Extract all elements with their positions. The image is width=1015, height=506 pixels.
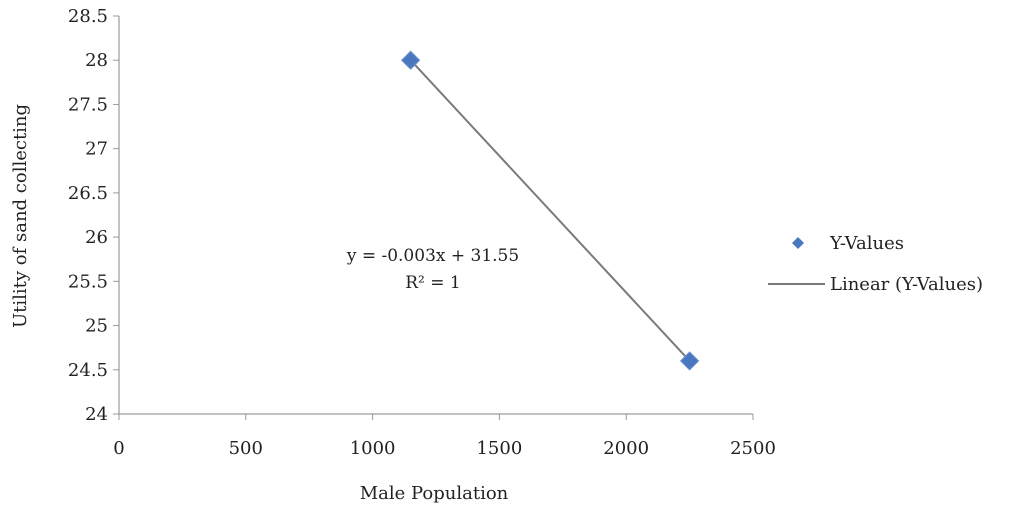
y-axis-label: Utility of sand collecting <box>10 104 31 328</box>
legend-diamond-marker <box>792 237 804 249</box>
x-tick-label: 2000 <box>603 438 649 459</box>
y-tick-label: 28.5 <box>68 6 108 27</box>
x-tick-label: 2500 <box>730 438 776 459</box>
y-tick-label: 24 <box>85 404 108 425</box>
x-tick-label: 0 <box>113 438 124 459</box>
y-axis: 24 24.5 25 25.5 26 26.5 27 27.5 28 28.5 <box>68 6 120 425</box>
y-tick-label: 28 <box>85 50 108 71</box>
trendline-equation: y = -0.003x + 31.55 <box>346 246 519 266</box>
data-point <box>679 351 700 371</box>
y-tick-label: 26 <box>85 227 108 248</box>
y-tick-label: 25 <box>85 316 108 337</box>
x-axis-label: Male Population <box>360 483 509 504</box>
legend-series-label: Y-Values <box>829 233 904 254</box>
data-point <box>400 50 421 70</box>
plot-area <box>400 50 700 371</box>
trendline <box>409 59 691 362</box>
y-tick-label: 25.5 <box>68 271 108 292</box>
x-tick-label: 500 <box>229 438 263 459</box>
legend: Y-Values Linear (Y-Values) <box>768 233 983 295</box>
y-tick-label: 24.5 <box>68 360 108 381</box>
x-tick-label: 1000 <box>350 438 396 459</box>
y-tick-label: 27 <box>85 139 108 160</box>
y-tick-label: 26.5 <box>68 183 108 204</box>
trendline-r-squared: R² = 1 <box>405 273 460 293</box>
x-axis: 0 500 1000 1500 2000 2500 <box>113 413 776 459</box>
y-tick-label: 27.5 <box>68 94 108 115</box>
x-tick-label: 1500 <box>476 438 522 459</box>
legend-trendline-label: Linear (Y-Values) <box>830 274 983 295</box>
